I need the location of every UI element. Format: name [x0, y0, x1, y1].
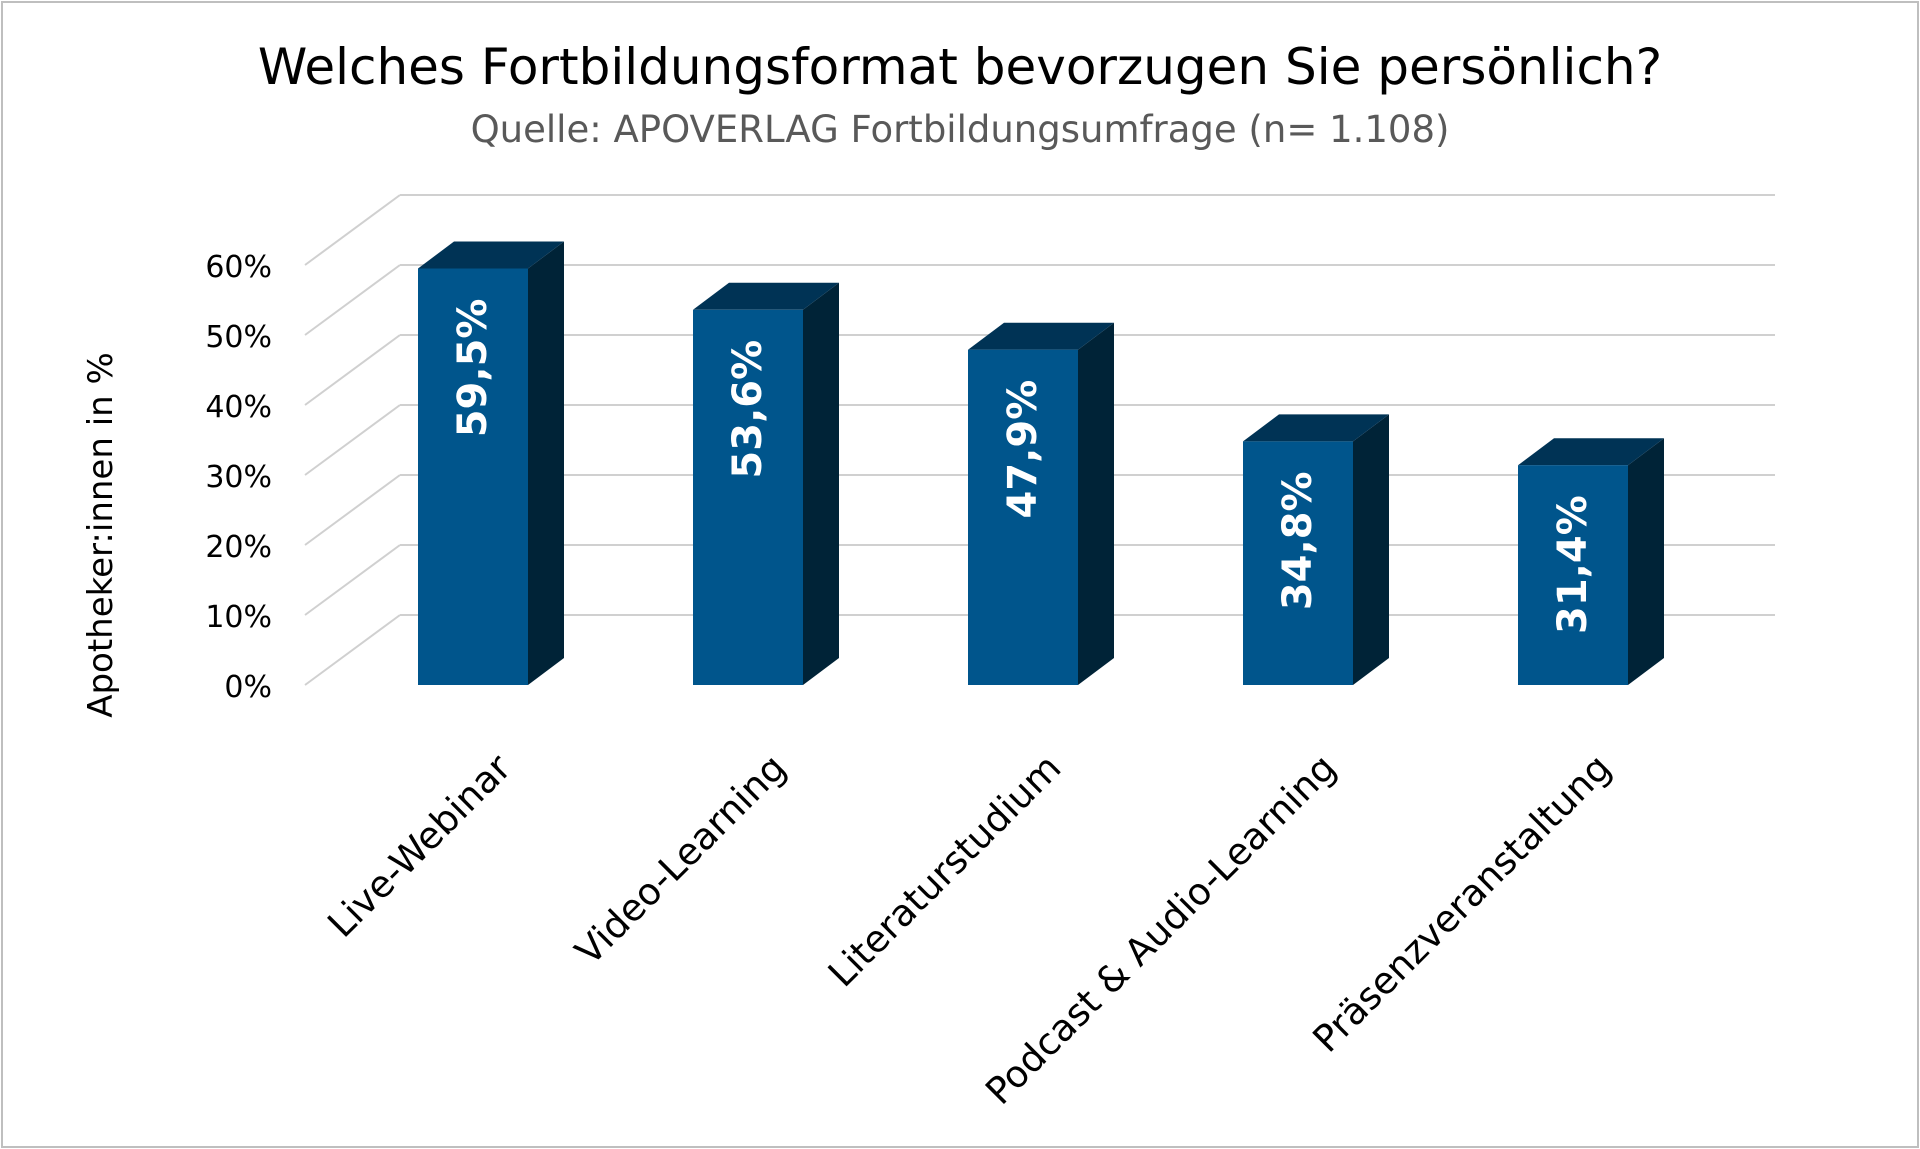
bar: 53,6% [693, 282, 839, 685]
data-label: 31,4% [1550, 495, 1596, 634]
gridline-perspective [304, 404, 401, 476]
y-tick-label: 30% [205, 460, 272, 495]
bar-front [1518, 465, 1628, 685]
bar: 47,9% [968, 322, 1114, 685]
gridline-perspective [304, 474, 401, 546]
gridline-perspective [304, 334, 401, 406]
gridline-perspective [304, 544, 401, 616]
y-tick-label: 40% [205, 390, 272, 425]
bar-front [968, 349, 1078, 685]
gridline-perspective [304, 194, 401, 266]
bar-top [968, 322, 1114, 350]
bar: 31,4% [1518, 438, 1664, 685]
bar-side [528, 241, 564, 685]
bar-side [803, 282, 839, 685]
y-tick-label: 60% [205, 250, 272, 285]
bar: 59,5% [418, 241, 564, 685]
x-category-label: Präsenzveranstaltung [1305, 746, 1620, 1061]
bar-top [693, 282, 839, 310]
bar-front [418, 268, 528, 685]
y-axis-label: Apotheker:innen in % [81, 352, 121, 718]
data-label: 34,8% [1275, 471, 1321, 610]
bar-top [1518, 438, 1664, 466]
y-tick-label: 20% [205, 530, 272, 565]
bar-top [418, 241, 564, 269]
x-category-label: Live-Webinar [319, 745, 519, 945]
bar-side [1353, 414, 1389, 685]
chart-subtitle: Quelle: APOVERLAG Fortbildungsumfrage (n… [470, 108, 1450, 151]
gridline-perspective [304, 614, 401, 686]
y-tick-label: 0% [224, 670, 272, 705]
bar-top [1243, 414, 1389, 442]
bar-front [693, 309, 803, 685]
x-category-label: Video-Learning [567, 746, 794, 973]
data-label: 53,6% [725, 340, 771, 479]
chart-title: Welches Fortbildungsformat bevorzugen Si… [257, 38, 1663, 96]
gridline-perspective [304, 264, 401, 336]
y-tick-label: 10% [205, 600, 272, 635]
bar-side [1628, 438, 1664, 685]
bar-side [1078, 322, 1114, 685]
bar: 34,8% [1243, 414, 1389, 685]
data-label: 47,9% [1000, 380, 1046, 519]
data-label: 59,5% [450, 299, 496, 438]
bar-front [1243, 441, 1353, 685]
y-tick-label: 50% [205, 320, 272, 355]
x-category-label: Literaturstudium [820, 746, 1069, 995]
